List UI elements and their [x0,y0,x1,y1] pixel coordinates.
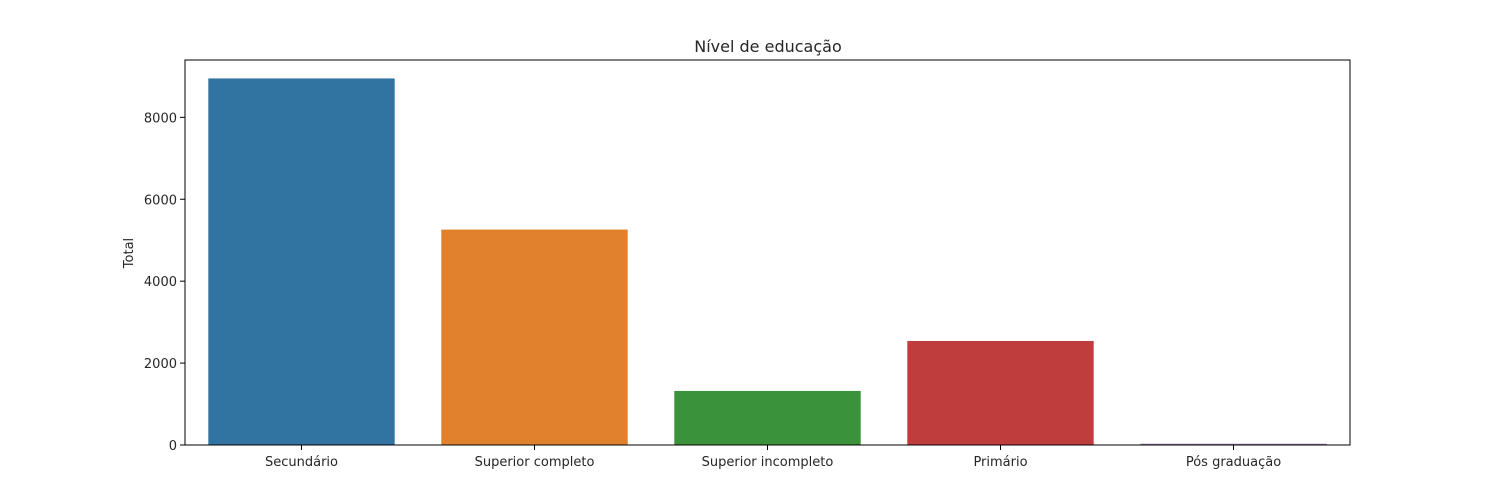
y-ticks-group: 0 2000 4000 6000 8000 [144,111,185,454]
x-tick-label: Superior completo [475,455,595,470]
x-ticks-group: Secundário Superior completo Superior inco… [265,445,1281,470]
plot-frame [184,59,1351,446]
bar-4 [1140,443,1327,445]
x-tick-label: Pós graduação [1186,455,1281,470]
chart-title: Nível de educação [694,37,841,56]
x-tick-label: Primário [973,455,1027,470]
y-axis-label: Total [122,238,137,269]
y-tick-label: 2000 [144,357,177,372]
x-tick-label: Superior incompleto [702,455,834,470]
bar-2 [674,390,861,445]
bar-3 [907,340,1094,445]
y-tick-label: 0 [169,439,177,454]
x-tick-label: Secundário [265,455,338,470]
bars-group [208,78,1327,446]
bar-1 [441,229,628,445]
y-tick-label: 4000 [144,275,177,290]
bar-0 [208,78,395,446]
y-tick-label: 8000 [144,111,177,126]
y-tick-label: 6000 [144,193,177,208]
